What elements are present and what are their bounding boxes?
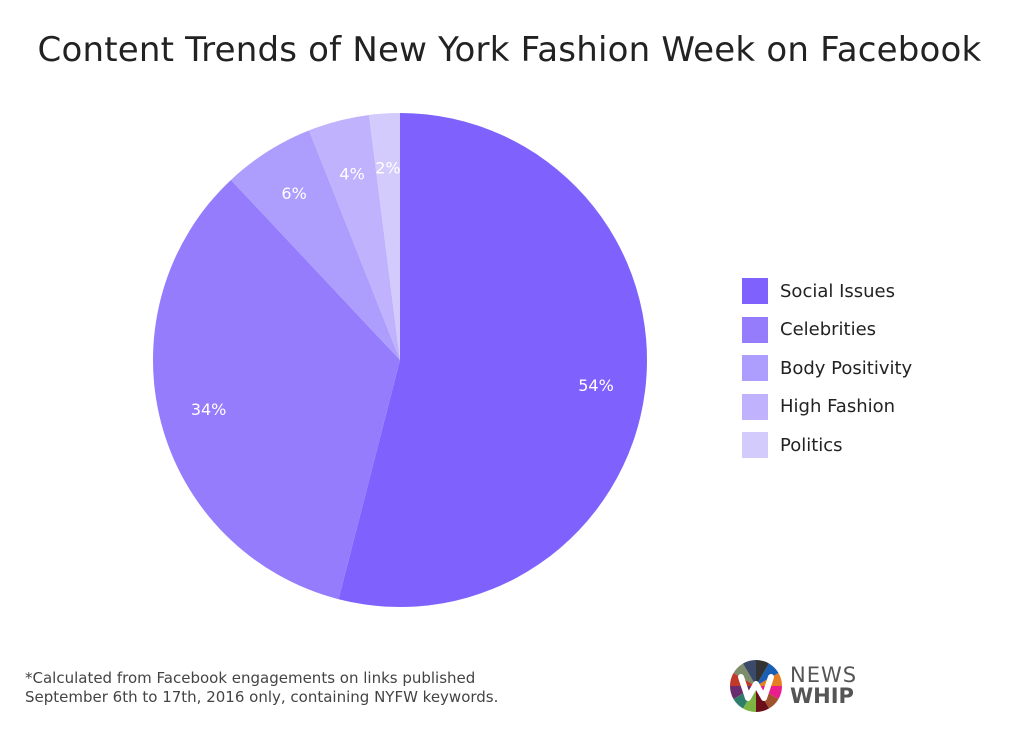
legend: Social Issues Celebrities Body Positivity H… xyxy=(742,272,912,465)
logo-whip: WHIP xyxy=(790,684,854,708)
legend-label: Social Issues xyxy=(780,280,896,302)
pie-slice-high-fashion xyxy=(309,114,400,361)
legend-swatch xyxy=(742,355,768,382)
legend-swatch xyxy=(742,316,768,343)
pie-slice-social-issues xyxy=(338,113,647,607)
legend-swatch xyxy=(742,278,768,305)
legend-label: Celebrities xyxy=(780,319,877,341)
legend-swatch xyxy=(742,432,768,459)
footnote-line-1: *Calculated from Facebook engagements on… xyxy=(25,669,476,687)
legend-label: Body Positivity xyxy=(780,357,913,379)
legend-item: Body Positivity xyxy=(742,349,912,388)
legend-item: Social Issues xyxy=(742,272,912,311)
legend-item: Celebrities xyxy=(742,311,912,350)
data-label: 6% xyxy=(281,184,306,203)
legend-item: Politics xyxy=(742,426,912,465)
footnote-line-2: September 6th to 17th, 2016 only, contai… xyxy=(25,688,499,706)
chart-title: Content Trends of New York Fashion Week … xyxy=(37,30,982,70)
legend-label: High Fashion xyxy=(780,396,896,418)
data-label: 2% xyxy=(375,159,400,178)
legend-item: High Fashion xyxy=(742,388,912,427)
logo-news: NEWS xyxy=(790,663,858,687)
data-label: 34% xyxy=(191,400,227,419)
pie-slice-celebrities xyxy=(153,179,400,600)
logo-mark-icon xyxy=(730,660,782,712)
legend-swatch xyxy=(742,393,768,420)
data-label: 54% xyxy=(578,376,614,395)
data-label: 4% xyxy=(339,164,364,183)
footnote: *Calculated from Facebook engagements on… xyxy=(25,669,498,707)
legend-label: Politics xyxy=(780,434,843,456)
newswhip-logo: NEWS WHIP xyxy=(730,660,857,712)
pie-slice-body-positivity xyxy=(230,130,400,360)
pie-slice-politics xyxy=(369,113,400,360)
